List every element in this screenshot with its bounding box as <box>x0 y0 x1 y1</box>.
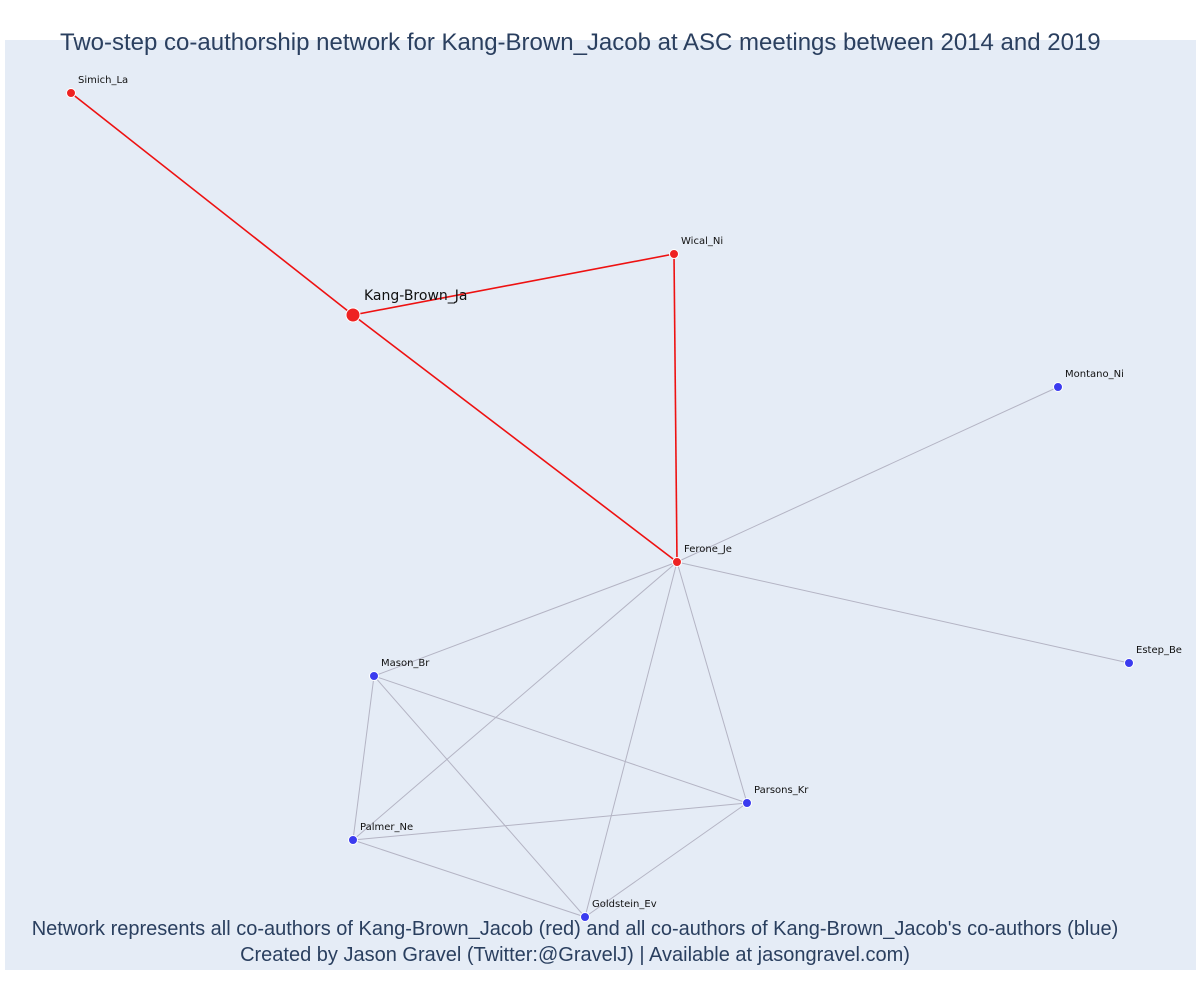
node-mason_br[interactable] <box>369 671 379 681</box>
node-estep_be[interactable] <box>1124 658 1134 668</box>
node-label-ferone_je: Ferone_Je <box>684 544 732 555</box>
nodes-layer <box>66 88 1134 922</box>
edge-kang-brown_ja-ferone_je <box>352 314 678 563</box>
node-palmer_ne[interactable] <box>348 835 358 845</box>
labels-layer: Simich_La Kang-Brown_Ja Wical_Ni Ferone_Je M… <box>78 75 1182 910</box>
node-label-palmer_ne: Palmer_Ne <box>360 822 413 833</box>
edge-wical_ni-ferone_je <box>673 253 678 563</box>
node-label-simich_la: Simich_La <box>78 75 128 86</box>
edge-ferone_je-goldstein_ev <box>584 561 678 918</box>
node-kang-brown_ja[interactable] <box>345 307 361 323</box>
plot-area <box>5 40 1196 970</box>
edge-palmer_ne-goldstein_ev <box>352 839 586 918</box>
node-goldstein_ev[interactable] <box>580 912 590 922</box>
edge-ferone_je-palmer_ne <box>352 561 678 841</box>
edge-palmer_ne-parsons_kr <box>352 802 748 841</box>
footer-caption-line1: Network represents all co-authors of Kan… <box>31 918 1119 940</box>
edge-mason_br-palmer_ne <box>352 675 375 841</box>
edge-mason_br-goldstein_ev <box>373 675 586 918</box>
edge-ferone_je-estep_be <box>676 561 1130 664</box>
edge-ferone_je-montano_ni <box>676 386 1059 563</box>
node-label-goldstein_ev: Goldstein_Ev <box>592 899 657 910</box>
node-label-parsons_kr: Parsons_Kr <box>754 785 809 796</box>
edge-kang-brown_ja-simich_la <box>70 92 354 316</box>
node-montano_ni[interactable] <box>1053 382 1063 392</box>
edge-ferone_je-mason_br <box>373 561 678 677</box>
edge-kang-brown_ja-wical_ni <box>352 253 675 316</box>
edges-layer <box>70 92 1130 918</box>
node-label-mason_br: Mason_Br <box>381 658 430 669</box>
edge-mason_br-parsons_kr <box>373 675 748 804</box>
node-simich_la[interactable] <box>66 88 76 98</box>
node-ferone_je[interactable] <box>672 557 682 567</box>
footer-caption-line2: Created by Jason Gravel (Twitter:@Gravel… <box>240 944 910 966</box>
page-title: Two-step co-authorship network for Kang-… <box>60 29 1101 56</box>
node-parsons_kr[interactable] <box>742 798 752 808</box>
node-label-estep_be: Estep_Be <box>1136 645 1182 656</box>
edge-ferone_je-parsons_kr <box>676 561 748 804</box>
edge-parsons_kr-goldstein_ev <box>584 802 748 918</box>
node-label-wical_ni: Wical_Ni <box>681 236 723 247</box>
node-wical_ni[interactable] <box>669 249 679 259</box>
node-label-kang-brown_ja: Kang-Brown_Ja <box>364 288 467 304</box>
node-label-montano_ni: Montano_Ni <box>1065 369 1124 380</box>
